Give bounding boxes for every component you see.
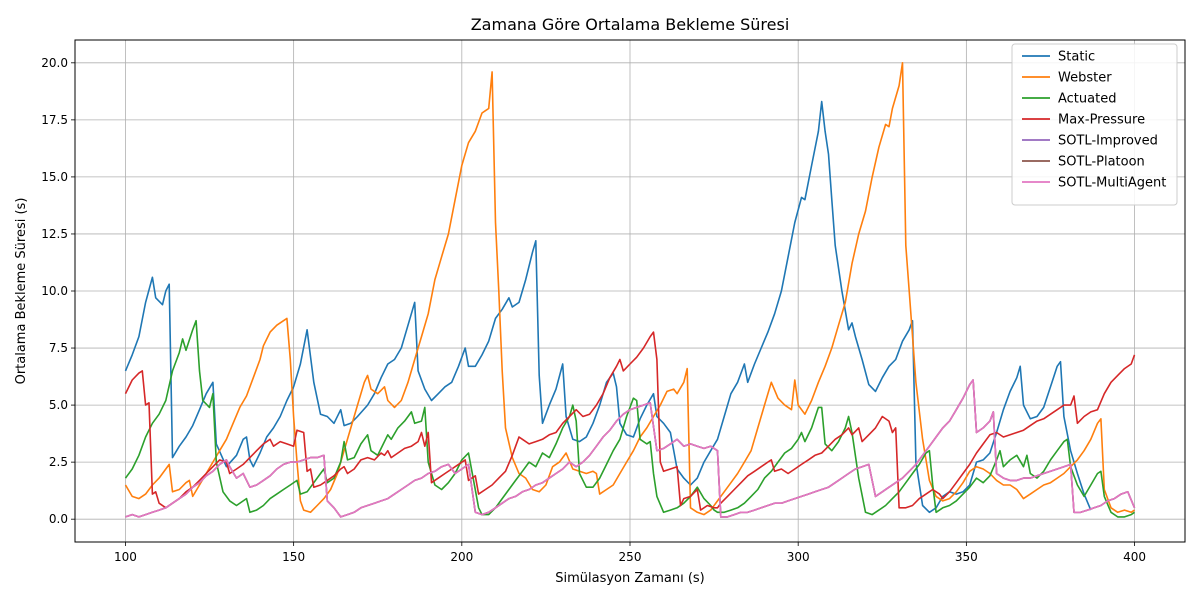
x-tick-label: 250	[619, 550, 642, 564]
y-tick-label: 20.0	[41, 56, 68, 70]
legend-label: SOTL-Platoon	[1058, 155, 1145, 170]
y-tick-label: 10.0	[41, 284, 68, 298]
y-tick-label: 15.0	[41, 170, 68, 184]
x-tick-label: 200	[450, 550, 473, 564]
x-tick-label: 100	[114, 550, 137, 564]
legend: Static Webster Actuated Max-Pressure SOTL-Im…	[1011, 43, 1178, 206]
y-axis-title: Ortalama Bekleme Süresi (s)	[14, 198, 29, 385]
chart-title: Zamana Göre Ortalama Bekleme Süresi	[471, 15, 790, 34]
legend-label: Max-Pressure	[1058, 113, 1145, 128]
x-tick-label: 300	[787, 550, 810, 564]
x-axis-title: Simülasyon Zamanı (s)	[555, 571, 705, 586]
y-tick-label: 2.5	[49, 455, 68, 469]
legend-box	[1011, 43, 1178, 206]
grid	[75, 40, 1185, 542]
y-axis-ticks: 0.0 2.5 5.0 7.5 10.0 12.5 15.0 17.5 20.0	[41, 56, 75, 526]
legend-label: SOTL-MultiAgent	[1058, 176, 1166, 191]
legend-label: Actuated	[1058, 92, 1116, 107]
series-line-webster	[124, 62, 1135, 516]
legend-label: SOTL-Improved	[1058, 134, 1158, 149]
y-tick-label: 17.5	[41, 113, 68, 127]
legend-label: Static	[1058, 50, 1095, 65]
series-line-max-pressure	[124, 331, 1136, 511]
series-line-actuated	[124, 319, 1135, 518]
x-axis-ticks: 100 150 200 250 300 350 400	[114, 542, 1146, 564]
legend-label: Webster	[1058, 71, 1112, 86]
series-lines	[124, 62, 1136, 518]
y-tick-label: 5.0	[49, 398, 68, 412]
x-tick-label: 400	[1123, 550, 1146, 564]
series-line-sotl-multiagent	[125, 379, 1136, 518]
x-tick-label: 350	[955, 550, 978, 564]
y-tick-label: 0.0	[49, 512, 68, 526]
series-line-static	[124, 100, 1092, 514]
x-tick-label: 150	[282, 550, 305, 564]
y-tick-label: 7.5	[49, 341, 68, 355]
y-tick-label: 12.5	[41, 227, 68, 241]
